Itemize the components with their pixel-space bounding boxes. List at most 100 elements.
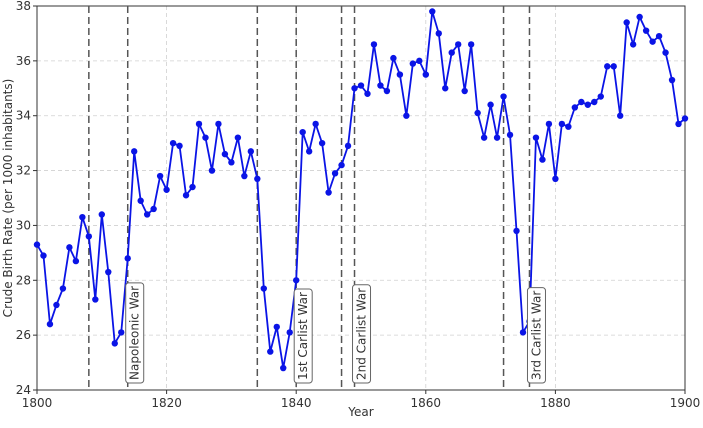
y-tick-label: 38 bbox=[16, 0, 31, 13]
point bbox=[202, 134, 209, 141]
point bbox=[163, 186, 170, 193]
point bbox=[455, 41, 462, 48]
point bbox=[66, 244, 73, 251]
point bbox=[642, 27, 650, 34]
point bbox=[221, 150, 229, 158]
point bbox=[545, 120, 553, 128]
point bbox=[604, 63, 611, 70]
annotation: Napoleonic War bbox=[125, 282, 145, 384]
point bbox=[299, 128, 306, 136]
point bbox=[338, 161, 345, 169]
point bbox=[234, 134, 242, 141]
point bbox=[137, 197, 144, 204]
point bbox=[150, 205, 157, 213]
point bbox=[532, 134, 540, 141]
point bbox=[558, 120, 566, 128]
point bbox=[208, 167, 216, 174]
point bbox=[351, 85, 358, 92]
x-tick-label: 1880 bbox=[540, 396, 571, 410]
point bbox=[409, 60, 417, 67]
annotation-box bbox=[293, 288, 313, 384]
point bbox=[189, 183, 196, 191]
point bbox=[591, 98, 598, 106]
point bbox=[681, 115, 689, 122]
point bbox=[552, 175, 559, 182]
point bbox=[396, 71, 404, 78]
point bbox=[422, 71, 429, 78]
y-tick-label: 30 bbox=[16, 218, 31, 232]
point bbox=[33, 241, 41, 248]
point bbox=[500, 93, 507, 100]
point bbox=[617, 112, 624, 119]
annotation-text: 2nd Carlist War bbox=[355, 288, 369, 380]
point bbox=[539, 156, 546, 163]
annotation-box bbox=[352, 284, 372, 384]
x-tick-label: 1900 bbox=[670, 396, 701, 410]
point bbox=[403, 112, 410, 119]
annotation: 1st Carlist War bbox=[293, 288, 313, 384]
point bbox=[474, 109, 481, 117]
y-tick-label: 24 bbox=[16, 383, 31, 397]
y-tick-label: 28 bbox=[16, 273, 31, 287]
point bbox=[124, 255, 131, 262]
x-tick-label: 1840 bbox=[281, 396, 312, 410]
annotation: 2nd Carlist War bbox=[352, 284, 372, 384]
annotation-box bbox=[526, 287, 546, 384]
point bbox=[675, 120, 682, 128]
point bbox=[98, 211, 106, 218]
point bbox=[247, 148, 255, 155]
annotation-text: 3rd Carlist War bbox=[529, 291, 543, 380]
point bbox=[668, 76, 676, 84]
point bbox=[429, 8, 436, 15]
point bbox=[254, 175, 261, 182]
point bbox=[416, 57, 423, 65]
point bbox=[273, 323, 280, 331]
point bbox=[331, 170, 339, 177]
point bbox=[72, 257, 80, 265]
point bbox=[79, 214, 86, 221]
point bbox=[40, 252, 47, 259]
point bbox=[377, 82, 384, 89]
point bbox=[143, 211, 151, 218]
point bbox=[182, 192, 190, 199]
point bbox=[118, 329, 125, 336]
point bbox=[480, 134, 488, 141]
x-axis-label: Year bbox=[347, 405, 373, 419]
point bbox=[435, 30, 442, 37]
point bbox=[649, 38, 656, 45]
point bbox=[46, 320, 54, 328]
point bbox=[655, 32, 663, 40]
x-tick-label: 1820 bbox=[151, 396, 182, 410]
point bbox=[156, 172, 164, 180]
annotation-text: 1st Carlist War bbox=[296, 292, 310, 380]
y-tick-label: 26 bbox=[16, 328, 31, 342]
point bbox=[513, 227, 520, 235]
y-tick-label: 36 bbox=[16, 54, 31, 68]
annotation: 3rd Carlist War bbox=[526, 287, 546, 384]
point bbox=[364, 90, 371, 97]
point bbox=[467, 41, 475, 48]
point bbox=[506, 131, 514, 139]
point bbox=[228, 159, 235, 166]
point bbox=[629, 41, 637, 48]
point bbox=[448, 49, 455, 56]
point bbox=[584, 101, 591, 108]
point bbox=[623, 19, 630, 26]
x-tick-label: 1860 bbox=[411, 396, 442, 410]
point bbox=[195, 120, 203, 128]
point bbox=[267, 348, 274, 355]
point bbox=[286, 329, 293, 336]
point bbox=[131, 148, 138, 155]
point bbox=[105, 268, 112, 276]
plot-frame bbox=[36, 5, 686, 391]
point bbox=[636, 13, 643, 21]
point bbox=[662, 49, 669, 56]
point bbox=[565, 123, 572, 130]
point bbox=[383, 87, 391, 95]
point bbox=[53, 301, 60, 309]
annotation-box bbox=[125, 282, 145, 384]
point bbox=[169, 139, 177, 147]
point bbox=[493, 134, 501, 141]
point bbox=[280, 364, 287, 372]
annotation-text: Napoleonic War bbox=[128, 286, 142, 380]
